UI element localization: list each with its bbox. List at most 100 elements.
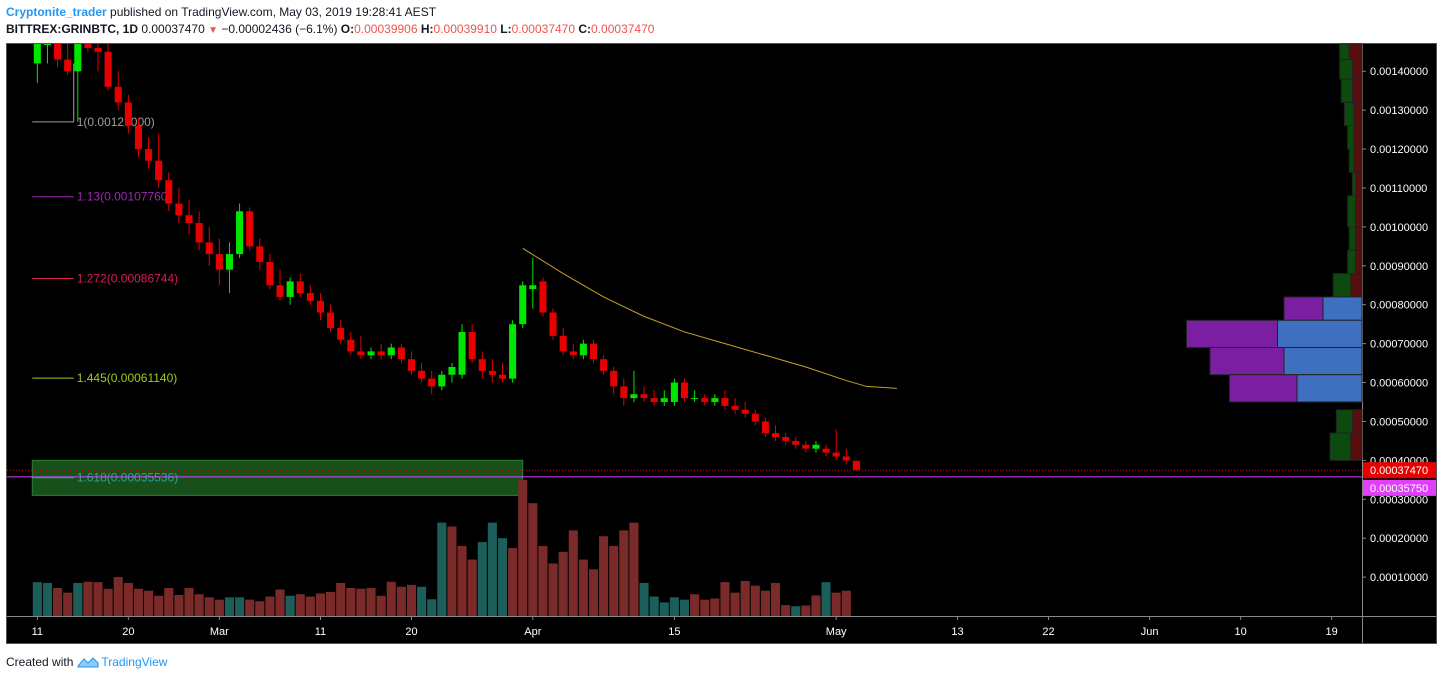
- time-tick-label: Apr: [524, 626, 541, 638]
- candle-body: [751, 413, 759, 422]
- price-tick-label: 0.00130000: [1370, 105, 1428, 117]
- candle-body: [478, 359, 486, 371]
- candle-body: [610, 370, 618, 387]
- time-axis-background: [7, 616, 1436, 643]
- profile-buy-bar: [1351, 171, 1357, 197]
- profile-sell-bar: [1350, 432, 1363, 461]
- candle-body: [701, 398, 709, 402]
- profile-sell-bar: [1350, 273, 1363, 298]
- volume-profile-purple-bar: [1283, 296, 1324, 321]
- profile-sell-bar: [1355, 171, 1363, 197]
- last-price-badge-label: 0.00037470: [1370, 465, 1428, 477]
- candle-body: [256, 246, 264, 262]
- plot-background: [7, 44, 1362, 616]
- candle-body: [296, 281, 304, 294]
- volume-bar: [204, 597, 214, 616]
- candle-body: [630, 394, 638, 399]
- price-tick-label: 0.00140000: [1370, 66, 1428, 78]
- volume-bar: [679, 599, 690, 616]
- horizontal-line-badge: [1363, 479, 1436, 496]
- profile-buy-bar: [1332, 273, 1352, 298]
- profile-sell-bar: [1351, 59, 1363, 80]
- price-tick-label: 0.00020000: [1370, 533, 1428, 545]
- volume-bar: [144, 590, 154, 616]
- volume-bar: [811, 595, 821, 616]
- volume-bar: [326, 591, 336, 616]
- volume-bar: [386, 581, 396, 616]
- profile-buy-bar: [1348, 226, 1357, 251]
- volume-profile-blue-bar: [1296, 374, 1363, 403]
- profile-sell-bar: [1353, 101, 1363, 127]
- open-label: O:: [340, 22, 355, 36]
- profile-sell-bar: [1351, 409, 1363, 434]
- volume-bar: [649, 596, 659, 616]
- candle-body: [397, 347, 405, 360]
- candle-body: [74, 44, 82, 72]
- candle-body: [337, 328, 345, 340]
- profile-buy-bar: [1343, 101, 1355, 127]
- profile-sell-bar: [1355, 226, 1363, 251]
- candle-body: [741, 409, 749, 414]
- candle-body: [347, 339, 355, 352]
- candle-body: [215, 254, 223, 270]
- profile-buy-bar: [1340, 78, 1353, 103]
- profile-buy-bar: [1339, 59, 1353, 80]
- candle-body: [438, 374, 446, 387]
- candle-body: [498, 374, 507, 379]
- fib-level-label: 1(0.00127000): [77, 115, 155, 129]
- candle-body: [54, 44, 62, 60]
- tradingview-link[interactable]: TradingView: [77, 655, 167, 669]
- profile-sell-bar: [1348, 43, 1363, 61]
- volume-bar: [629, 522, 639, 616]
- candle-body: [165, 180, 173, 204]
- profile-sell-bar: [1351, 78, 1363, 103]
- candle-body: [468, 331, 476, 360]
- author-link[interactable]: Cryptonite_trader: [6, 5, 107, 19]
- volume-bar: [669, 597, 679, 616]
- candle-body: [549, 312, 557, 336]
- profile-buy-bar: [1347, 125, 1355, 150]
- volume-bar: [841, 590, 851, 616]
- volume-bar: [548, 563, 558, 616]
- candle-body: [367, 351, 375, 356]
- profile-sell-bar: [1353, 148, 1363, 173]
- volume-bar: [609, 545, 619, 616]
- candle-body: [448, 366, 456, 375]
- candle-body: [458, 331, 466, 375]
- profile-buy-bar: [1335, 409, 1353, 434]
- volume-bar: [781, 605, 791, 616]
- candle-body: [306, 293, 314, 301]
- fib-target-zone: [31, 459, 524, 496]
- volume-bar: [406, 584, 417, 616]
- candle-body: [600, 359, 608, 371]
- volume-bar: [710, 598, 720, 616]
- candle-body: [43, 44, 51, 45]
- candle-body: [640, 394, 648, 399]
- volume-bar: [457, 545, 467, 616]
- candle-body: [691, 398, 699, 400]
- candle-body: [316, 300, 325, 313]
- volume-bar: [295, 594, 305, 616]
- candle-body: [852, 460, 860, 471]
- volume-bar: [538, 545, 548, 616]
- volume-bar: [235, 597, 245, 616]
- volume-bar: [518, 479, 528, 616]
- volume-bar: [659, 602, 669, 616]
- profile-buy-bar: [1339, 43, 1350, 61]
- volume-profile-blue-bar: [1283, 347, 1363, 376]
- candle-body: [660, 398, 668, 402]
- candle-body: [185, 215, 193, 223]
- volume-bar: [83, 581, 93, 616]
- candle-body: [145, 149, 153, 161]
- volume-bar: [508, 547, 518, 616]
- moving-average-line: [522, 247, 897, 389]
- last-price-badge: [1363, 462, 1436, 479]
- candle-body: [721, 398, 729, 406]
- volume-bar: [487, 522, 497, 616]
- tradingview-logo-icon: [77, 657, 99, 668]
- volume-bar: [245, 599, 255, 616]
- volume-bar: [376, 595, 386, 616]
- volume-bar: [184, 587, 194, 616]
- low-value: 0.00037470: [511, 22, 576, 36]
